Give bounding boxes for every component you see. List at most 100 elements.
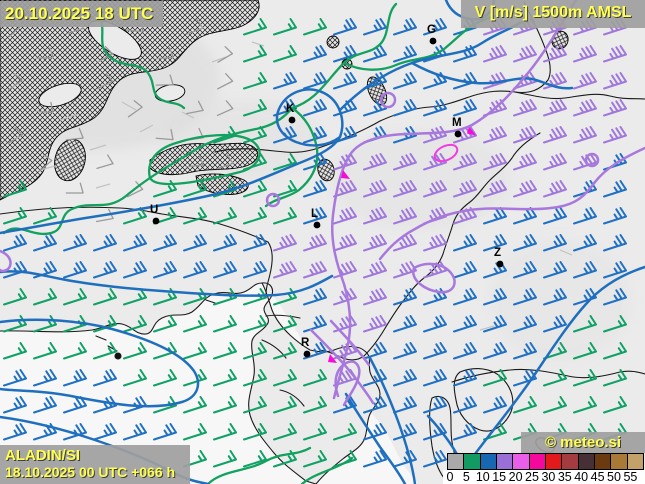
wind-barb [243,423,267,441]
wind-barb [333,45,357,63]
wind-barb [3,342,27,360]
wind-barb [123,396,147,414]
wind-barb [513,288,537,306]
wind-barb [93,342,117,360]
wind-barb [93,423,117,441]
wind-barb [603,288,627,306]
wind-barb [213,234,237,252]
city-dot [429,37,437,45]
wind-barb [123,369,147,387]
wind-barb [183,315,207,333]
wind-barb [483,72,507,90]
wind-barb [483,369,507,387]
wind-barb [423,450,447,468]
wind-barb [363,369,387,387]
relief-strokes [39,41,573,331]
wind-barb [573,207,597,225]
wind-barb [573,45,597,63]
wind-barb [123,423,147,441]
wind-barb [333,234,357,252]
wind-barb [213,315,237,333]
wind-barb [303,261,327,279]
wind-barb [363,450,387,468]
wind-barb [513,369,537,387]
city-dot [313,221,321,229]
wind-barb [423,315,447,333]
wind-barb [273,423,297,441]
wind-barb [216,154,234,170]
wind-barb [333,99,357,117]
wind-barb [96,73,114,90]
wind-barb [333,72,357,90]
wind-barb [63,288,87,306]
wind-barb [186,100,204,115]
wind-barb [243,369,267,387]
border-south [451,368,645,383]
wind-barb [453,261,477,279]
wind-barb [543,153,567,171]
wind-barb [543,72,567,90]
wind-barb [543,261,567,279]
wind-barb [393,45,417,63]
wind-barb [303,72,327,90]
wind-barb [93,396,117,414]
wind-barb [333,288,357,306]
wind-barb [573,72,597,90]
wind-barb [3,396,27,414]
wind-barb [513,207,537,225]
wind-barb [303,45,327,63]
wind-barb [183,234,207,252]
wind-barb [303,99,327,117]
wind-barb [303,288,327,306]
wind-barb [543,99,567,117]
wind-speed-legend [447,453,644,470]
wind-barb [453,126,477,144]
border-austria [214,1,551,153]
wind-barb [63,342,87,360]
wind-barb [33,261,57,279]
wind-barb [603,153,627,171]
wind-barb [3,261,27,279]
wind-barb [603,45,627,63]
wind-barb [35,47,54,59]
wind-barb [453,72,477,90]
field-title-label: V [m/s] 1500m AMSL [461,0,645,28]
wind-barb [423,180,447,198]
wind-barb [333,261,357,279]
wind-barb [3,234,27,252]
wind-barb [273,18,297,36]
wind-barb [393,342,417,360]
city-label: K [286,103,295,115]
wind-barb [273,45,297,63]
wind-barb [7,73,23,91]
wind-barb [423,396,447,414]
wind-barb [363,288,387,306]
wind-barb [183,342,207,360]
wind-barb [543,207,567,225]
wind-barb [217,46,234,63]
wind-barb [603,207,627,225]
wind-barb [303,18,327,36]
wind-barb [363,207,387,225]
legend-tick-label: 5 [462,470,470,484]
wind-barb [543,315,567,333]
wind-barb [453,207,477,225]
wind-barb [453,288,477,306]
wind-barb [93,234,117,252]
wind-barb [127,100,143,118]
wind-barb [123,342,147,360]
wind-barb [393,180,417,198]
wind-barb [423,153,447,171]
wind-barb [243,315,267,333]
river-istria-2 [279,389,305,407]
wind-barb [33,234,57,252]
wind-barb [513,45,537,63]
wind-barb [543,45,567,63]
wind-barb [243,207,267,225]
wind-barb [243,72,267,90]
wind-barb [243,396,267,414]
wind-barb [33,288,57,306]
legend-tick-label: 0 [446,470,454,484]
